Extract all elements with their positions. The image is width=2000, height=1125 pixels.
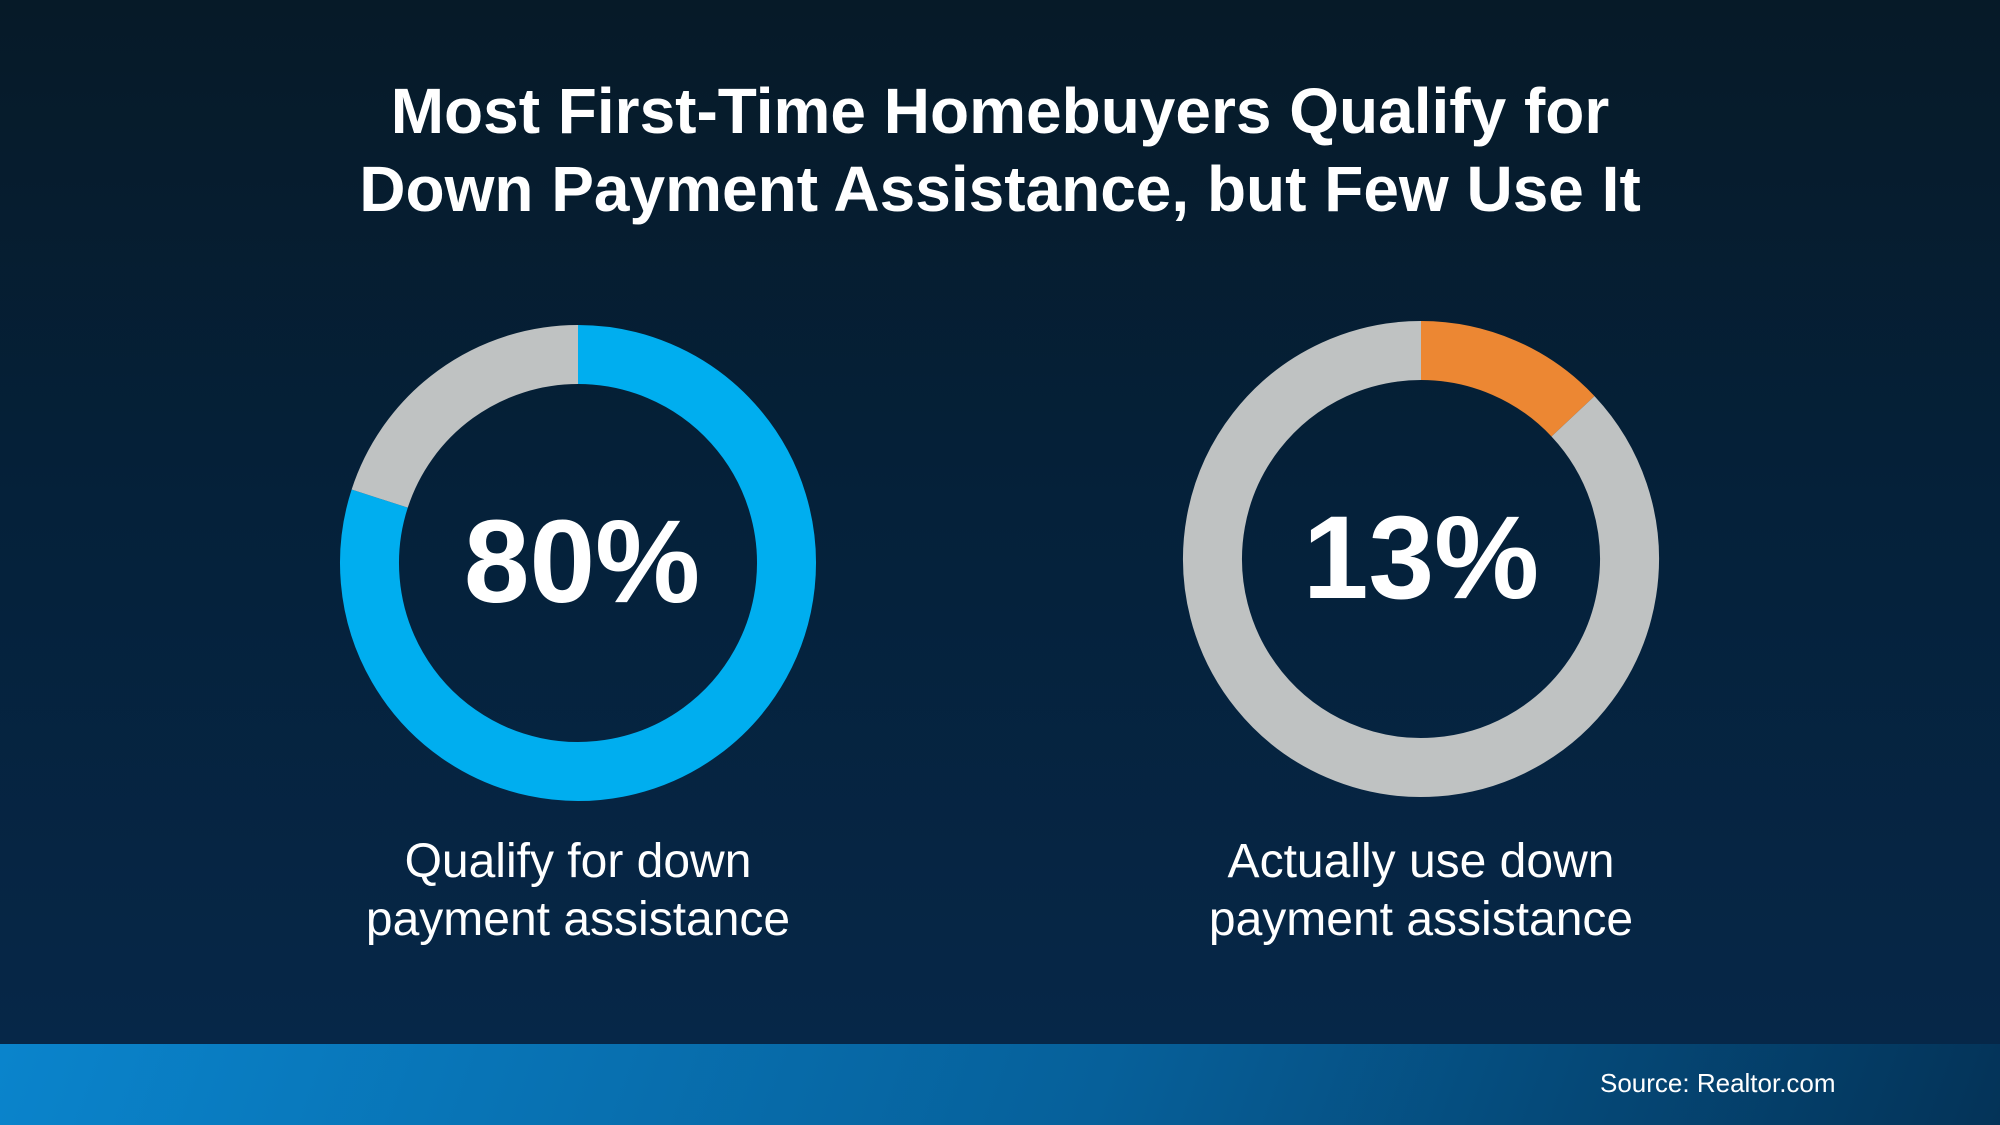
title-line-2: Down Payment Assistance, but Few Use It [359,153,1641,225]
footer-bar: Source: Realtor.com [0,1044,2000,1125]
source-text: Source: Realtor.com [1600,1068,1836,1098]
value-label-qualify: 80% [464,496,700,628]
caption-qualify-line-1: Qualify for down [404,835,752,888]
caption-qualify: Qualify for down payment assistance [228,833,928,949]
donut-1-slice-0 [1420,321,1595,437]
donut-1-slice-1 [1183,321,1659,797]
donut-0-slice-1 [351,325,579,509]
caption-qualify-line-2: payment assistance [365,893,791,946]
caption-use-line-1: Actually use down [1227,835,1615,888]
title-line-1: Most First-Time Homebuyers Qualify for [390,75,1610,147]
donut-qualify [340,325,816,801]
caption-use: Actually use down payment assistance [1071,833,1771,949]
value-label-use: 13% [1303,492,1539,624]
donut-use [1183,321,1659,797]
caption-use-line-2: payment assistance [1208,893,1634,946]
donut-0-slice-0 [340,325,816,801]
chart-title: Most First-Time Homebuyers Qualify for D… [0,72,2000,228]
